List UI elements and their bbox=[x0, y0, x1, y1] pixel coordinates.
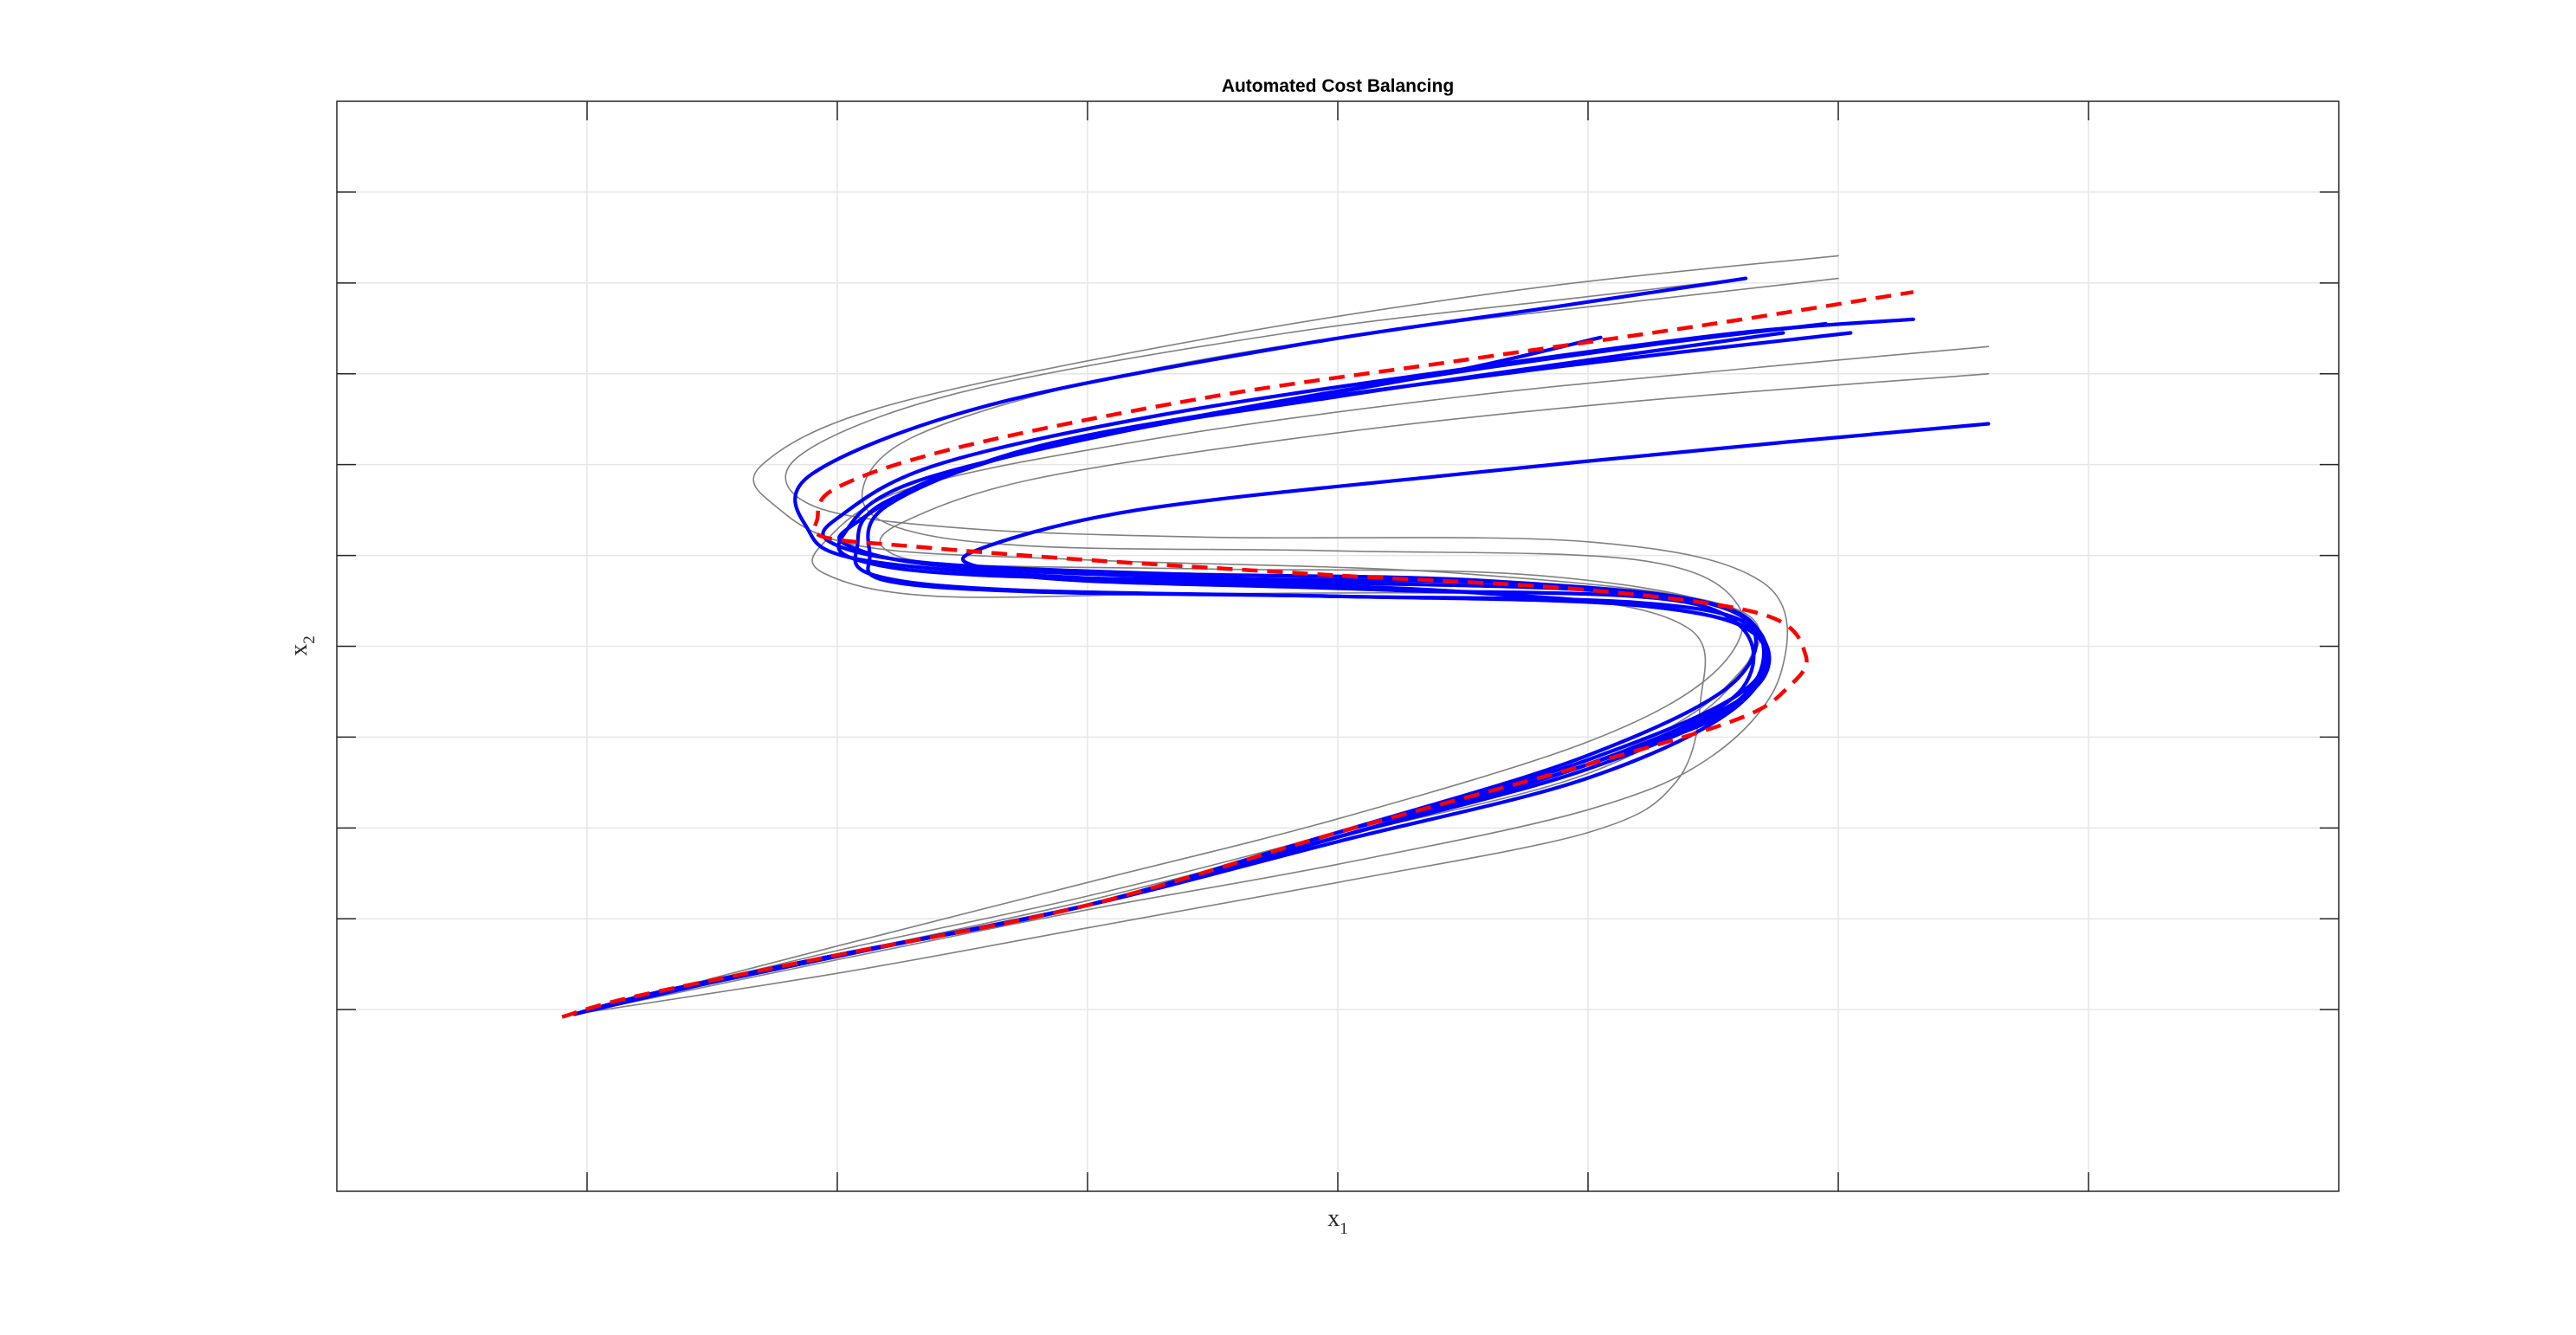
y-axis-label-group: x2 bbox=[286, 635, 319, 656]
y-axis-label-subscript: 2 bbox=[300, 635, 319, 644]
y-axis-label-main: x bbox=[286, 644, 313, 656]
sample-series-line bbox=[573, 373, 1990, 1016]
x-axis-label-subscript: 1 bbox=[1340, 1220, 1348, 1238]
x-axis-label: x1 bbox=[1327, 1205, 1348, 1238]
tick-marks bbox=[337, 101, 2339, 1191]
sample-series-line bbox=[573, 277, 1839, 1016]
grid-lines bbox=[337, 101, 2339, 1191]
chart-title: Automated Cost Balancing bbox=[1222, 76, 1454, 96]
sample-series-line bbox=[573, 345, 1990, 1016]
axes-box bbox=[336, 100, 2340, 1192]
y-axis-label: x2 bbox=[286, 635, 319, 656]
reference-series-line bbox=[561, 290, 1914, 1019]
sample-series-line bbox=[573, 277, 1789, 1016]
sample-series-line bbox=[573, 255, 1839, 1016]
x-axis-label-main: x bbox=[1327, 1205, 1340, 1232]
series-lines bbox=[561, 255, 1991, 1019]
